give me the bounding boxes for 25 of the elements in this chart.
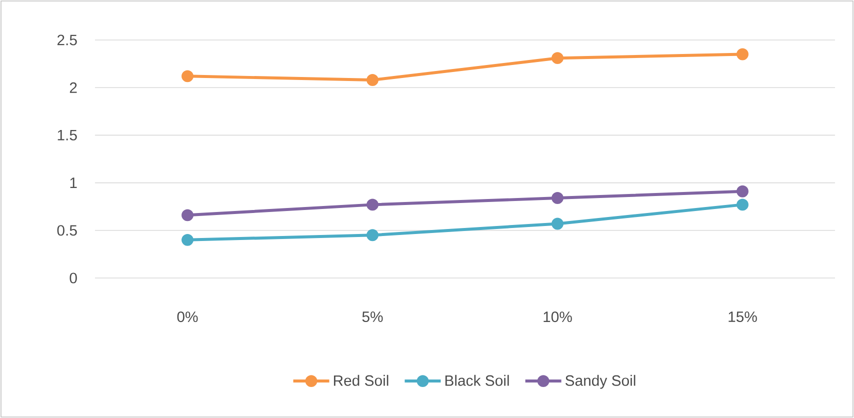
- x-tick-label: 0%: [177, 312, 198, 322]
- legend-label: Red Soil: [334, 374, 388, 386]
- x-tick-label: 5%: [362, 312, 383, 322]
- point: [182, 234, 194, 246]
- legend-label: Sandy Soil: [565, 374, 636, 389]
- x-tick-label: 10%: [544, 312, 572, 322]
- point: [552, 218, 564, 230]
- y-tick-label: 0: [70, 272, 77, 284]
- point: [366, 198, 378, 211]
- point: [366, 229, 378, 242]
- point: [736, 185, 748, 198]
- point: [552, 52, 564, 64]
- y-tick-label: 2: [70, 82, 77, 93]
- y-tick-label: 1.5: [58, 130, 77, 140]
- y-tick-label: 0.5: [57, 225, 77, 236]
- x-tick-label: 15%: [728, 312, 757, 322]
- point: [366, 74, 378, 86]
- y-tick-label: 2.5: [57, 34, 77, 46]
- point: [736, 48, 748, 60]
- point: [182, 209, 194, 222]
- y-tick-label: 1: [70, 178, 77, 188]
- point: [552, 192, 564, 204]
- point: [182, 70, 194, 82]
- point: [736, 198, 748, 211]
- legend-label: Black Soil: [445, 374, 509, 386]
